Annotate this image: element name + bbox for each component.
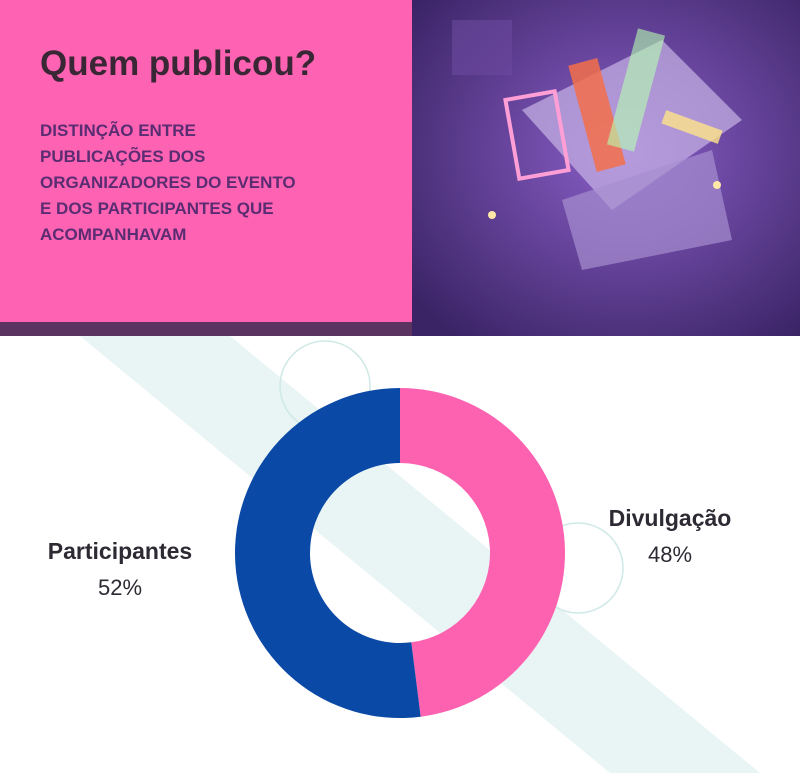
donut-slice (235, 388, 421, 718)
header-image (412, 0, 800, 336)
subtitle: DISTINÇÃO ENTRE PUBLICAÇÕES DOS ORGANIZADO… (40, 118, 296, 248)
subtitle-line: E DOS PARTICIPANTES QUE (40, 199, 274, 218)
subtitle-line: ORGANIZADORES DO EVENTO (40, 173, 296, 192)
slice-value-label: 52% (98, 575, 142, 600)
chart-title: Quem publicou? (40, 44, 317, 83)
subtitle-line: ACOMPANHAVAM (40, 225, 187, 244)
header-panel (0, 0, 412, 322)
subtitle-line: PUBLICAÇÕES DOS (40, 147, 206, 166)
header-stripe (0, 322, 412, 336)
donut-slice (400, 388, 566, 717)
slice-label: Participantes (48, 538, 192, 564)
slice-label: Divulgação (609, 505, 732, 531)
subtitle-line: DISTINÇÃO ENTRE (40, 121, 196, 140)
slice-value-label: 48% (648, 542, 692, 567)
